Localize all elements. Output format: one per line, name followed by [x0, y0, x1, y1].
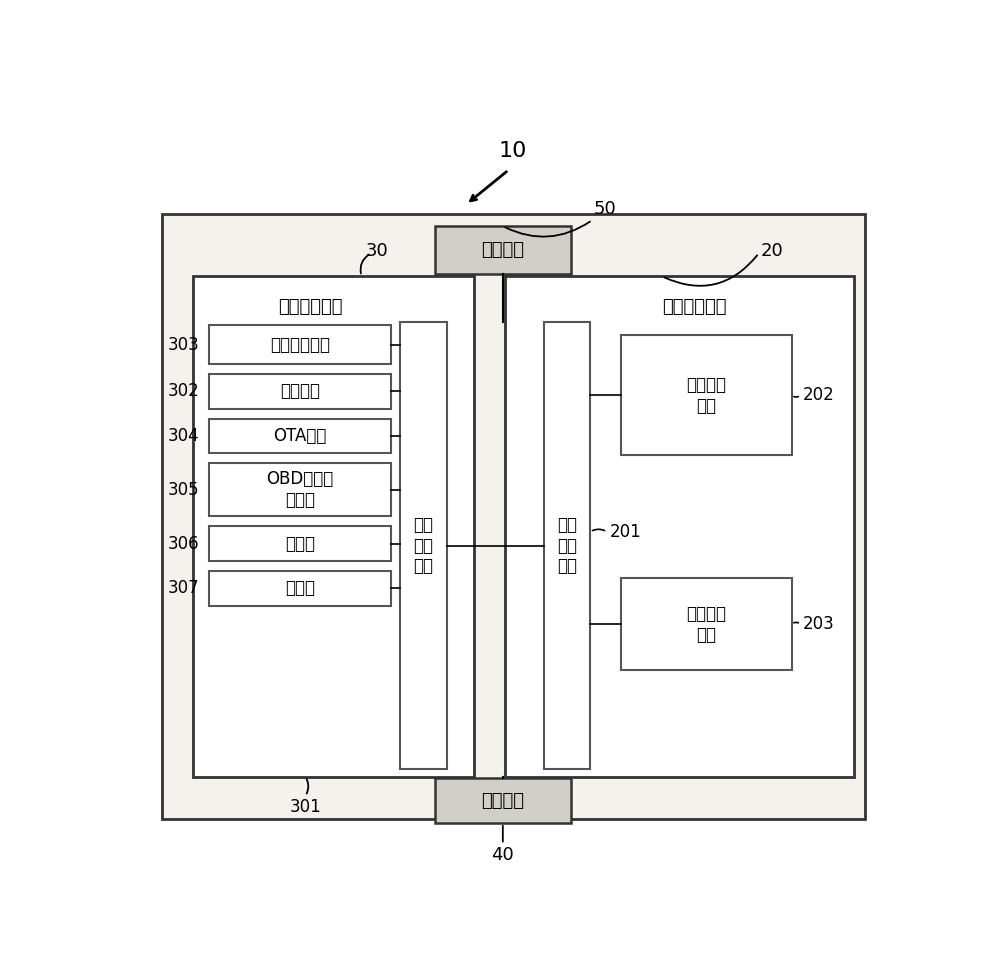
Text: 存储器: 存储器	[285, 579, 315, 598]
Bar	[209, 374, 391, 409]
Bar	[621, 336, 792, 454]
Bar	[435, 226, 571, 274]
Text: 电源模块: 电源模块	[481, 241, 524, 259]
Text: 302: 302	[168, 382, 199, 400]
Text: 定位模块: 定位模块	[280, 382, 320, 400]
Text: 陀螺仪: 陀螺仪	[285, 535, 315, 553]
Bar	[435, 778, 571, 823]
Bar	[209, 571, 391, 605]
Bar	[621, 578, 792, 670]
Text: 整车
控制
芯片: 整车 控制 芯片	[557, 516, 577, 575]
Text: 10: 10	[498, 140, 527, 161]
Text: 50: 50	[594, 200, 617, 219]
Text: OBD车载诊
断模块: OBD车载诊 断模块	[266, 471, 333, 510]
Bar	[162, 214, 865, 819]
Text: 201: 201	[609, 523, 641, 541]
Text: 303: 303	[168, 336, 199, 354]
Text: 30: 30	[365, 242, 388, 260]
Text: 显示单元: 显示单元	[481, 792, 524, 809]
Text: 监控定位单元: 监控定位单元	[278, 298, 342, 316]
Bar	[209, 419, 391, 454]
Bar	[209, 526, 391, 561]
Text: 20: 20	[761, 242, 783, 260]
Text: 307: 307	[168, 579, 199, 598]
Text: 203: 203	[803, 615, 835, 633]
Bar	[209, 463, 391, 516]
Text: 40: 40	[491, 846, 514, 864]
Text: 202: 202	[803, 386, 835, 404]
Text: 304: 304	[168, 427, 199, 445]
Text: 306: 306	[168, 535, 199, 553]
Text: 监控
定位
芯片: 监控 定位 芯片	[413, 516, 433, 575]
Bar	[400, 322, 447, 769]
Text: 电池管理
单元: 电池管理 单元	[686, 604, 726, 644]
Bar	[544, 322, 590, 769]
Text: OTA模块: OTA模块	[273, 427, 326, 445]
Text: 整车控制单元: 整车控制单元	[662, 298, 727, 316]
Text: 信号采集
单元: 信号采集 单元	[686, 376, 726, 415]
Bar	[193, 277, 474, 777]
Bar	[209, 326, 391, 364]
Text: 无线通讯模块: 无线通讯模块	[270, 336, 330, 354]
Text: 305: 305	[168, 481, 199, 499]
Bar	[505, 277, 854, 777]
Text: 301: 301	[290, 799, 321, 816]
